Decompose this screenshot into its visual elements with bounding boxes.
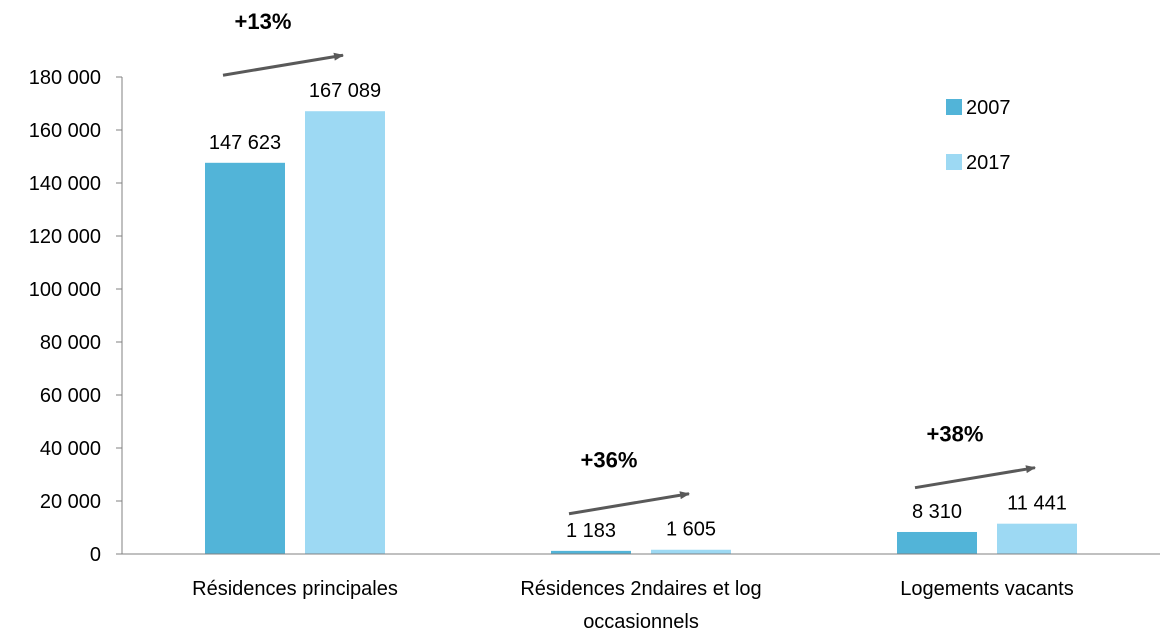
- y-tick-label: 160 000: [29, 120, 101, 142]
- y-tick-label: 140 000: [29, 173, 101, 195]
- data-label-2007: 147 623: [209, 132, 281, 154]
- legend-swatch-2017: [946, 154, 962, 170]
- x-category-label: Logements vacants: [900, 578, 1073, 600]
- y-tick-label: 180 000: [29, 67, 101, 89]
- y-axis: 0 20 000 40 000 60 000 80 000 100 000 120 000 1…: [29, 67, 123, 566]
- growth-arrow: [914, 465, 1036, 490]
- legend: 2007 2017: [946, 97, 1011, 174]
- growth-label: +13%: [235, 9, 292, 34]
- data-label-2017: 167 089: [309, 80, 381, 102]
- data-labels-group: 147 623 167 089 1 183 1 605 8 310 11 441: [209, 80, 1067, 542]
- legend-swatch-2007: [946, 99, 962, 115]
- y-tick-label: 0: [90, 544, 101, 566]
- data-label-2007: 1 183: [566, 520, 616, 542]
- bar-2017: [305, 111, 385, 555]
- x-category-label: Résidences principales: [192, 578, 398, 600]
- growth-label: +36%: [581, 448, 638, 473]
- growth-arrow: [222, 52, 344, 77]
- data-label-2007: 8 310: [912, 501, 962, 523]
- bar-2007: [551, 550, 631, 554]
- y-tick-label: 20 000: [40, 491, 101, 513]
- bars-group: [205, 111, 1077, 555]
- growth-annotations-group: +13% +36% +38%: [222, 9, 1036, 516]
- x-category-label: occasionnels: [583, 611, 699, 633]
- bar-2007: [897, 531, 977, 554]
- y-tick-label: 120 000: [29, 226, 101, 248]
- x-axis: Résidences principales Résidences 2ndaire…: [122, 553, 1160, 633]
- growth-label: +38%: [927, 422, 984, 447]
- y-tick-label: 80 000: [40, 332, 101, 354]
- y-tick-label: 100 000: [29, 279, 101, 301]
- legend-label-2007: 2007: [966, 97, 1011, 119]
- data-label-2017: 11 441: [1007, 493, 1067, 515]
- bar-2017: [651, 549, 731, 554]
- x-category-label: Résidences 2ndaires et log: [520, 578, 761, 600]
- bar-2017: [997, 523, 1077, 554]
- y-tick-label: 60 000: [40, 385, 101, 407]
- data-label-2017: 1 605: [666, 519, 716, 541]
- bar-2007: [205, 162, 285, 554]
- y-tick-label: 40 000: [40, 438, 101, 460]
- legend-label-2017: 2017: [966, 152, 1011, 174]
- growth-arrow: [568, 491, 690, 516]
